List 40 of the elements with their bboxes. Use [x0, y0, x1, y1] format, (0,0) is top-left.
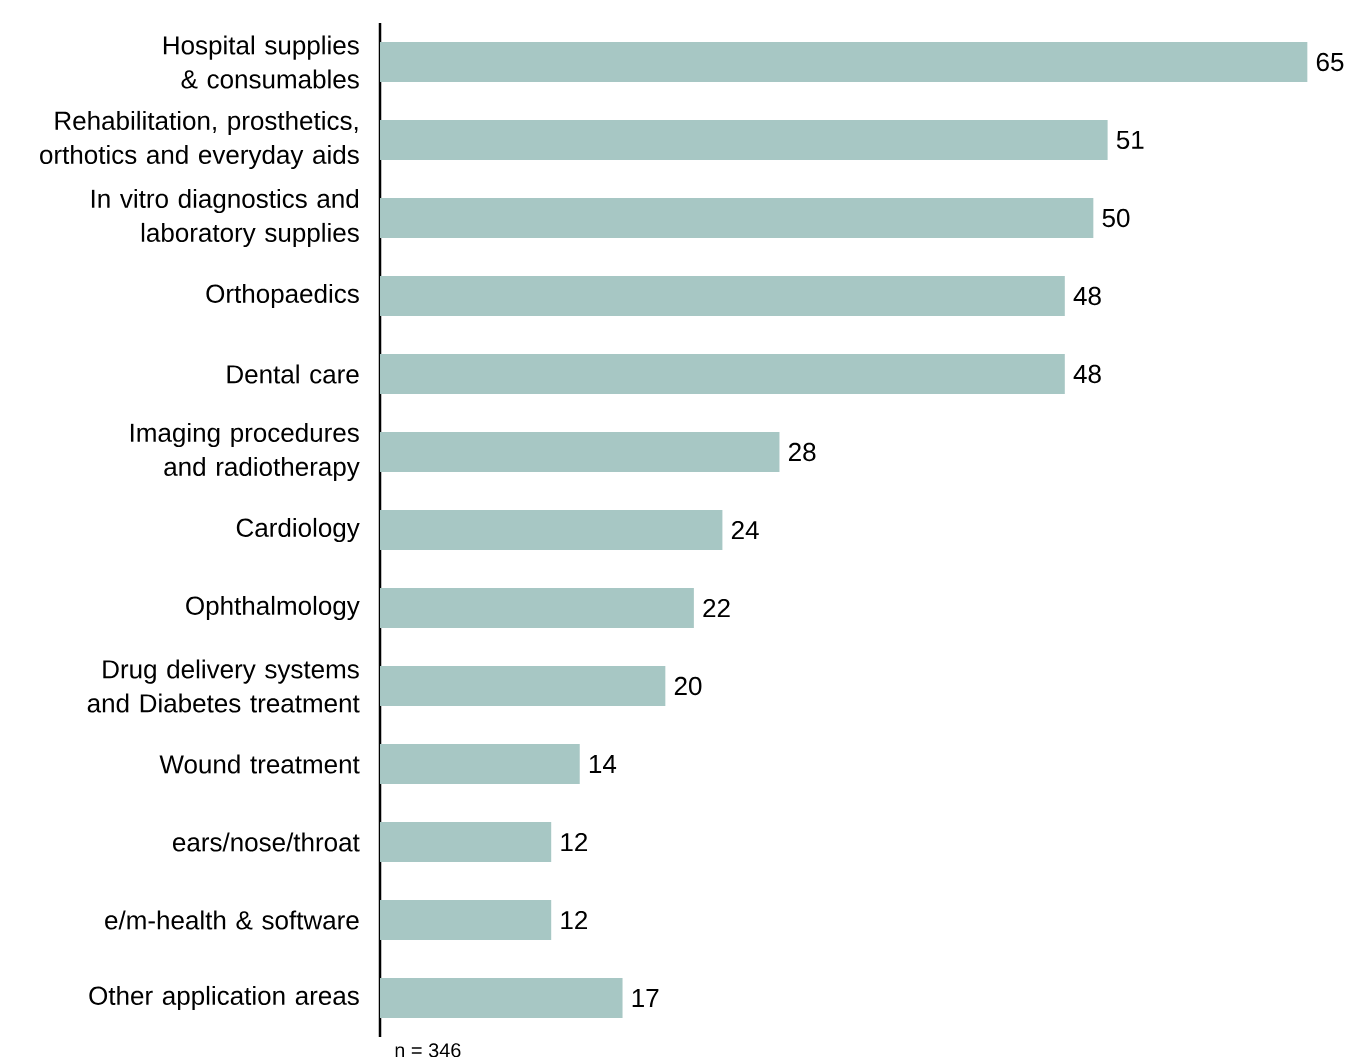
data-label: 24 [731, 520, 759, 539]
data-label: 51 [1116, 130, 1144, 149]
bar [380, 353, 1065, 394]
y-tick-label: Other application areas [89, 985, 359, 1010]
bar [380, 665, 666, 706]
bar [380, 119, 1108, 160]
data-label: 48 [1073, 286, 1101, 306]
y-tick-label: Hospital supplies & consumables [163, 35, 359, 89]
data-label: 22 [703, 598, 730, 617]
y-tick-label: Rehabilitation, prosthetics, orthotics and everyday aids [40, 110, 359, 169]
y-tick-label: In vitro diagnostics and laboratory supplies [91, 188, 359, 247]
y-tick-label: Orthopaedics [206, 283, 359, 308]
y-tick-label: Wound treatment [159, 754, 360, 774]
data-label: 12 [561, 910, 588, 929]
y-tick-label: Imaging procedures and radiotherapy [130, 422, 360, 481]
bar [380, 977, 623, 1018]
bar [380, 821, 552, 862]
bar [380, 509, 723, 550]
bar [380, 41, 1308, 82]
data-label: 65 [1316, 52, 1344, 72]
y-tick-label: Dental care [227, 364, 359, 384]
y-tick-label: Cardiology [236, 517, 360, 542]
bar [380, 743, 580, 784]
y-tick-label: Drug delivery systems and Diabetes treatment [87, 659, 360, 713]
data-label: 12 [561, 832, 588, 851]
data-label: 17 [632, 988, 659, 1007]
text: n = 346 [395, 1043, 461, 1057]
data-label: 20 [674, 676, 702, 696]
bar [380, 587, 694, 628]
data-label: 50 [1102, 208, 1130, 228]
y-tick-label: e/m-health & software [105, 910, 359, 930]
bar [380, 275, 1065, 316]
data-label: 14 [589, 754, 617, 773]
data-label: 28 [788, 442, 816, 462]
bar [380, 899, 552, 940]
y-tick-label: ears/nose/throat [173, 832, 360, 852]
data-label: 48 [1073, 364, 1101, 384]
bar [380, 431, 780, 472]
bar [380, 197, 1094, 238]
y-tick-label: Ophthalmology [186, 595, 360, 620]
